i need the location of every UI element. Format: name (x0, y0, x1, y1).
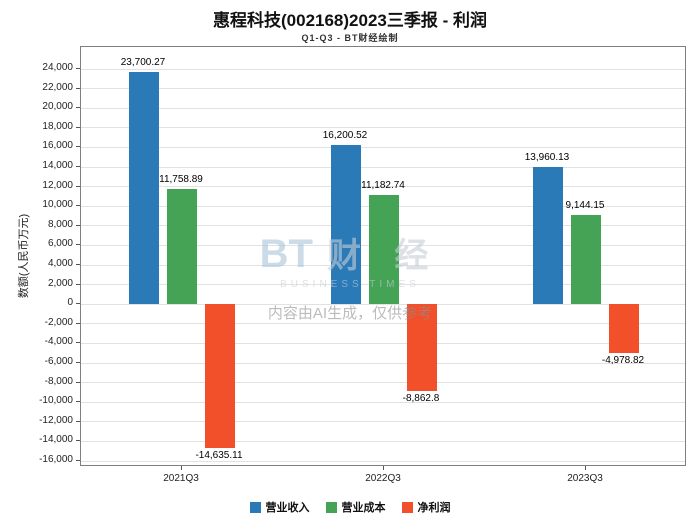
y-tick-label: 16,000 (42, 140, 73, 152)
y-tick-mark (76, 68, 80, 69)
y-tick-label: 22,000 (42, 81, 73, 93)
y-tick-label: -2,000 (44, 316, 73, 328)
y-tick-label: 10,000 (42, 199, 73, 211)
y-tick-mark (76, 146, 80, 148)
y-tick-mark (76, 440, 80, 442)
x-tick-label: 2021Q3 (163, 473, 199, 484)
legend-item: 净利润 (401, 499, 451, 515)
chart-bar (369, 194, 399, 305)
y-tick-label: -10,000 (39, 395, 73, 407)
y-tick-mark (76, 460, 80, 461)
gridline (81, 323, 685, 325)
gridline (81, 166, 685, 168)
bar-value-label: 11,182.74 (361, 179, 405, 191)
y-tick-mark (76, 381, 80, 383)
legend-label: 净利润 (417, 502, 451, 514)
y-tick-mark (76, 126, 80, 128)
y-tick-label: 2,000 (47, 277, 73, 289)
bar-value-label: -14,635.11 (195, 449, 243, 461)
x-tick-label: 2023Q3 (567, 473, 603, 484)
gridline (81, 421, 685, 423)
legend-item: 营业收入 (249, 499, 310, 515)
y-tick-mark (76, 342, 80, 344)
y-tick-label: 20,000 (42, 101, 73, 113)
y-tick-label: -8,000 (44, 375, 73, 387)
gridline (81, 440, 685, 442)
plot-area (80, 46, 686, 466)
chart-bar (571, 214, 601, 305)
gridline (81, 107, 685, 109)
y-tick-label: 0 (67, 297, 73, 309)
y-tick-label: -16,000 (39, 454, 73, 465)
gridline (81, 127, 685, 129)
y-tick-mark (76, 322, 80, 324)
x-tick-mark (181, 466, 182, 470)
gridline (81, 68, 685, 70)
bar-value-label: -8,862.8 (402, 393, 440, 405)
x-tick-label: 2022Q3 (365, 473, 401, 484)
bar-value-label: -4,978.82 (601, 354, 645, 366)
y-tick-mark (76, 420, 80, 422)
y-tick-label: 18,000 (42, 120, 73, 132)
y-tick-mark (76, 107, 80, 109)
gridline (81, 342, 685, 344)
chart-bar (609, 304, 639, 353)
y-tick-mark (76, 283, 80, 285)
y-tick-mark (76, 303, 80, 305)
gridline (81, 88, 685, 90)
chart-bar (205, 304, 235, 448)
y-tick-label: -12,000 (39, 414, 73, 426)
bar-value-label: 9,144.15 (565, 199, 605, 211)
chart-bar (167, 188, 197, 305)
y-tick-mark (76, 185, 80, 187)
y-tick-mark (76, 166, 80, 167)
bar-value-label: 11,758.89 (159, 173, 203, 185)
legend: 营业收入 营业成本 净利润 (0, 499, 700, 515)
legend-swatch (401, 501, 413, 513)
chart-title: 惠程科技(002168)2023三季报 - 利润 (213, 11, 487, 30)
gridline (81, 382, 685, 384)
y-tick-label: -6,000 (44, 356, 73, 367)
bar-value-label: 13,960.13 (524, 152, 570, 164)
y-tick-label: -14,000 (39, 434, 73, 446)
gridline (81, 401, 685, 403)
y-tick-label: 8,000 (47, 218, 73, 230)
y-tick-mark (76, 401, 80, 403)
y-tick-mark (76, 362, 80, 363)
gridline (81, 146, 685, 148)
legend-swatch (325, 501, 337, 513)
bar-value-label: 23,700.27 (120, 56, 166, 68)
x-tick-mark (383, 466, 384, 470)
chart-bar (331, 145, 361, 305)
chart-bar (129, 71, 159, 305)
y-tick-label: 4,000 (47, 258, 73, 269)
chart-bar (533, 167, 563, 305)
y-tick-label: 12,000 (42, 179, 73, 191)
y-tick-label: 14,000 (42, 160, 73, 171)
y-tick-mark (76, 264, 80, 265)
y-tick-label: 24,000 (42, 62, 73, 73)
bar-value-label: 16,200.52 (322, 130, 368, 142)
chart-bar (407, 304, 437, 392)
gridline (81, 186, 685, 188)
y-tick-mark (76, 224, 80, 226)
y-tick-mark (76, 87, 80, 89)
gridline (81, 362, 685, 364)
gridline (81, 460, 685, 462)
legend-item: 营业成本 (325, 499, 386, 515)
y-tick-mark (76, 205, 80, 207)
legend-swatch (249, 501, 261, 513)
chart-subtitle: Q1-Q3 - BT财经绘制 (301, 33, 399, 43)
y-tick-label: -4,000 (44, 336, 73, 348)
y-tick-mark (76, 244, 80, 246)
legend-label: 营业成本 (341, 502, 386, 514)
legend-label: 营业收入 (265, 502, 310, 514)
x-tick-mark (585, 466, 586, 470)
gridline (81, 303, 685, 305)
y-tick-label: 6,000 (47, 238, 73, 250)
